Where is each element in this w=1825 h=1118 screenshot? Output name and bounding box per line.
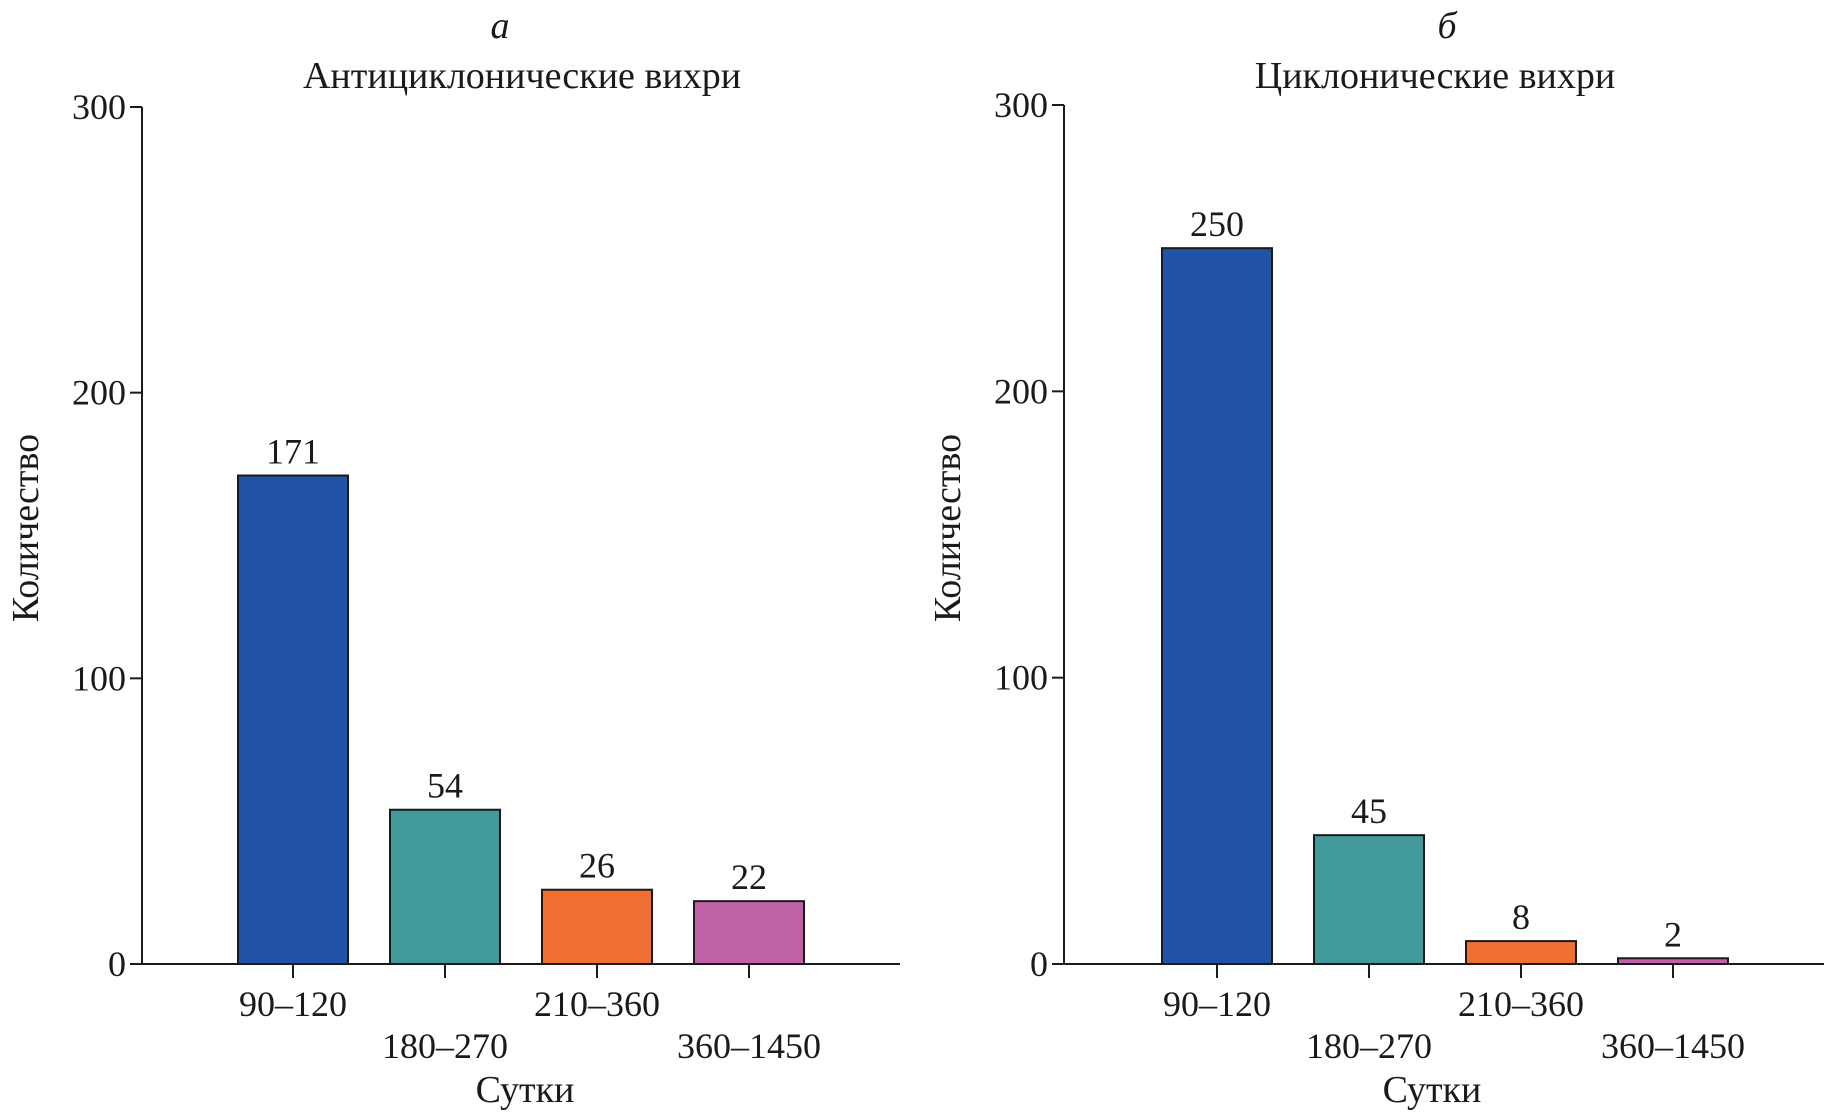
- panel-b-letter: б: [1437, 5, 1458, 47]
- panel-b-category-label-1: 90–120: [1163, 984, 1271, 1024]
- panel-b-y-tick-label: 300: [994, 85, 1048, 125]
- panel-b-bar-4: [1617, 957, 1729, 965]
- panel-b-bar-3: [1465, 940, 1577, 965]
- panel-a-bar-2-value-label: 54: [427, 766, 463, 806]
- panel-a-category-label-2: 180–270: [382, 1026, 508, 1066]
- panel-a-y-tick-label: 0: [108, 944, 126, 984]
- panel-a-y-tick-label: 200: [72, 373, 126, 413]
- panel-b-category-label-4: 360–1450: [1601, 1026, 1745, 1066]
- panel-b-bar-3-value-label: 8: [1512, 897, 1530, 937]
- panel-a-bar-3: [541, 888, 653, 966]
- panel-a-plot: 0 100 200 300 171 90–120 54 180–270 26 210–360 22 3…: [72, 87, 900, 1066]
- panel-b-y-tick-label: 200: [994, 371, 1048, 411]
- panel-b-plot: 0 100 200 300 250 90–120 45 180–270 8 210–360 2 360…: [994, 85, 1824, 1066]
- panel-b-y-tick-label: 100: [994, 658, 1048, 698]
- panel-b-bar-2-value-label: 45: [1351, 791, 1387, 831]
- panel-b-category-label-3: 210–360: [1458, 984, 1584, 1024]
- panel-a-letter: а: [491, 5, 510, 47]
- panel-b-x-axis-label: Сутки: [1383, 1069, 1482, 1111]
- panel-a-category-label-4: 360–1450: [677, 1026, 821, 1066]
- panel-a-category-label-3: 210–360: [534, 984, 660, 1024]
- panel-b-title: Циклонические вихри: [1255, 55, 1615, 97]
- panel-a-bar-2: [389, 808, 501, 965]
- panel-b-category-label-2: 180–270: [1306, 1026, 1432, 1066]
- panel-b-bar-1: [1161, 247, 1273, 965]
- panel-a-x-axis-label: Сутки: [476, 1069, 575, 1111]
- panel-b-y-axis-label: Количество: [927, 434, 969, 622]
- panel-b-y-tick-label: 0: [1030, 944, 1048, 984]
- panel-a-y-axis-label: Количество: [5, 434, 47, 622]
- panel-b-bar-4-value-label: 2: [1664, 914, 1682, 954]
- panel-b-bar-2: [1313, 834, 1425, 966]
- panel-a-category-label-1: 90–120: [239, 984, 347, 1024]
- panel-a-bar-4: [693, 900, 805, 965]
- panel-a-bar-1: [237, 474, 349, 965]
- panel-a-title: Антициклонические вихри: [303, 55, 741, 97]
- panel-b: б Циклонические вихри Количество Сутки 0…: [927, 5, 1824, 1111]
- panel-a: а Антициклонические вихри Количество Сут…: [5, 5, 900, 1111]
- panel-a-bar-1-value-label: 171: [266, 432, 320, 472]
- panel-a-y-tick-label: 300: [72, 87, 126, 127]
- panel-b-bar-1-value-label: 250: [1190, 204, 1244, 244]
- panel-a-bar-3-value-label: 26: [579, 846, 615, 886]
- panel-a-bar-4-value-label: 22: [731, 857, 767, 897]
- panel-a-y-tick-label: 100: [72, 658, 126, 698]
